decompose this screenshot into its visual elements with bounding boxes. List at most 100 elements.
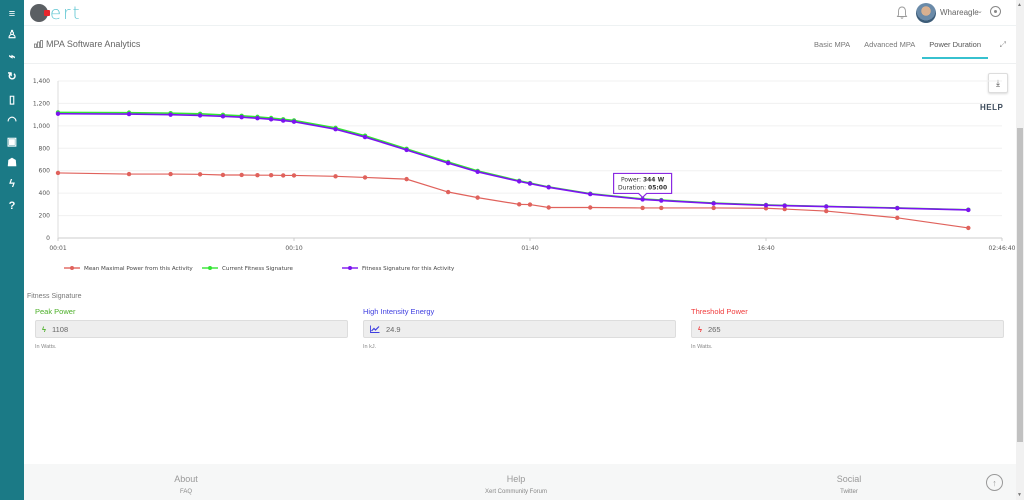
gauge-icon[interactable]: ◠ <box>7 114 17 127</box>
data-point[interactable] <box>640 205 645 211</box>
data-point[interactable] <box>333 174 338 179</box>
footer-faq-link[interactable]: FAQ <box>179 489 192 495</box>
data-point[interactable] <box>291 119 297 124</box>
refresh-icon[interactable]: ↻ <box>7 70 17 83</box>
data-point[interactable] <box>220 172 226 178</box>
data-point[interactable] <box>895 215 900 221</box>
scrollbar-thumb[interactable] <box>1017 128 1023 442</box>
data-point[interactable] <box>895 205 900 211</box>
hie-value: 24.9 <box>386 324 401 334</box>
data-point[interactable] <box>281 118 286 123</box>
chart-line-icon[interactable]: ⌁ <box>8 50 16 63</box>
data-point[interactable] <box>445 189 451 195</box>
data-point[interactable] <box>782 206 787 212</box>
scroll-up-arrow[interactable]: ▲ <box>1017 2 1022 8</box>
tab-advanced-mpa[interactable]: Advanced MPA <box>864 40 916 49</box>
peak-power-label: Peak Power <box>35 307 76 316</box>
data-point[interactable] <box>711 201 716 206</box>
data-point[interactable] <box>404 176 409 182</box>
legend-item[interactable]: Current Fitness Signature <box>202 266 293 272</box>
page-scrollbar[interactable]: ▲ ▼ <box>1016 0 1024 500</box>
data-point[interactable] <box>404 147 409 153</box>
data-point[interactable] <box>168 112 173 117</box>
fitness-signature-title: Fitness Signature <box>27 293 82 300</box>
threshold-power-label: Threshold Power <box>691 307 748 316</box>
data-point[interactable] <box>268 117 274 122</box>
data-point[interactable] <box>966 207 971 213</box>
data-point[interactable] <box>239 172 244 178</box>
data-point[interactable] <box>126 111 132 117</box>
data-point[interactable] <box>291 173 297 178</box>
device-icon[interactable]: ▯ <box>8 93 16 106</box>
data-point[interactable] <box>824 204 829 209</box>
footer-forum-link[interactable]: Xert Community Forum <box>484 489 547 495</box>
data-point[interactable] <box>659 198 664 203</box>
user-icon[interactable]: ♙ <box>7 28 17 41</box>
data-point[interactable] <box>255 173 260 178</box>
data-point[interactable] <box>527 181 533 186</box>
data-point[interactable] <box>546 205 551 210</box>
legend-item[interactable]: Mean Maximal Power from this Activity <box>64 266 193 272</box>
data-point[interactable] <box>362 134 368 140</box>
data-point[interactable] <box>517 202 522 207</box>
chevron-down-icon[interactable]: ⌄ <box>977 8 983 15</box>
data-point[interactable] <box>475 195 480 200</box>
help-icon[interactable]: ? <box>8 200 16 212</box>
data-point[interactable] <box>362 175 368 180</box>
data-point[interactable] <box>546 185 551 190</box>
data-point[interactable] <box>782 203 787 208</box>
tab-power-duration[interactable]: Power Duration <box>922 40 988 59</box>
data-point[interactable] <box>239 115 244 120</box>
data-point[interactable] <box>197 172 203 177</box>
scroll-to-top-button[interactable]: ↑ <box>986 474 1003 491</box>
data-point[interactable] <box>711 205 716 211</box>
data-point[interactable] <box>445 160 451 166</box>
xert-logo[interactable]: ert <box>30 2 82 24</box>
data-point[interactable] <box>333 127 338 132</box>
data-point[interactable] <box>220 114 226 119</box>
help-link[interactable]: HELP <box>980 103 1004 112</box>
data-point[interactable] <box>268 173 274 178</box>
username[interactable]: Whareagle <box>940 8 979 17</box>
footer-twitter-link[interactable]: Twitter <box>840 489 858 495</box>
data-point[interactable] <box>640 197 645 202</box>
data-point[interactable] <box>527 202 533 207</box>
download-icon: ⤓ <box>996 77 1000 88</box>
avatar[interactable] <box>916 3 936 23</box>
legend-item[interactable]: Fitness Signature for this Activity <box>342 266 455 272</box>
bolt-icon[interactable]: ϟ <box>9 178 15 190</box>
footer-social: Social Twitter <box>749 474 949 495</box>
data-point[interactable] <box>168 171 173 177</box>
bell-icon[interactable] <box>896 6 908 20</box>
data-point[interactable] <box>517 179 522 184</box>
download-button[interactable]: ⤓ <box>988 73 1008 93</box>
data-point[interactable] <box>475 169 480 175</box>
data-point[interactable] <box>763 203 769 208</box>
series-line <box>57 111 969 211</box>
group-icon[interactable]: ☗ <box>7 156 17 169</box>
data-point[interactable] <box>659 205 664 211</box>
settings-icon[interactable] <box>990 6 1001 17</box>
data-point[interactable] <box>824 208 829 214</box>
data-point[interactable] <box>55 170 61 176</box>
data-point[interactable] <box>588 205 593 210</box>
expand-icon[interactable]: ⤢ <box>999 40 1006 49</box>
data-point[interactable] <box>126 171 132 177</box>
data-point[interactable] <box>281 173 286 178</box>
y-tick-label: 1,000 <box>33 123 50 130</box>
scroll-down-arrow[interactable]: ▼ <box>1017 492 1022 498</box>
data-point[interactable] <box>966 225 971 231</box>
tab-basic-mpa[interactable]: Basic MPA <box>814 40 851 49</box>
menu-icon[interactable]: ≡ <box>8 8 16 20</box>
data-point[interactable] <box>255 116 260 121</box>
data-point[interactable] <box>55 111 61 116</box>
data-point[interactable] <box>588 191 593 197</box>
power-duration-chart[interactable]: 0 200 400 600 800 1,000 1,200 1,400 00:01 00:10 01… <box>24 26 1016 286</box>
data-point[interactable] <box>763 206 769 211</box>
y-tick-label: 800 <box>39 145 51 152</box>
data-point[interactable] <box>197 113 203 118</box>
footer-about-heading: About <box>174 474 198 484</box>
bolt-icon: ϟ <box>698 324 702 334</box>
play-box-icon[interactable]: ▣ <box>6 135 18 148</box>
